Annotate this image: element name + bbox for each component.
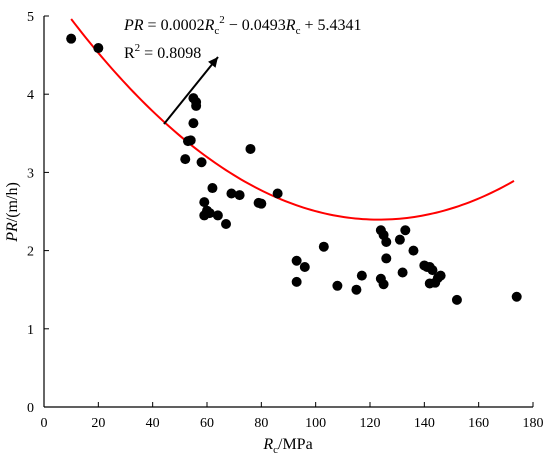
fit-curve [70, 18, 515, 221]
data-point [188, 118, 199, 129]
x-tick-label: 160 [468, 416, 489, 431]
axes [43, 16, 533, 408]
data-point [397, 267, 408, 278]
y-tick-label: 1 [27, 323, 34, 338]
data-point [272, 188, 283, 199]
x-ticks: 0 20 40 60 80 100 120 140 160 180 [41, 402, 544, 431]
r-squared-label: R2 = 0.8098 [124, 42, 201, 62]
data-point [408, 245, 419, 256]
x-axis-title: Rc/MPa [262, 436, 312, 456]
x-tick-label: 80 [254, 416, 268, 431]
data-point [332, 280, 343, 291]
y-tick-label: 3 [27, 166, 34, 181]
data-point [256, 198, 267, 209]
data-point [66, 33, 77, 44]
data-point [245, 143, 256, 154]
x-tick-label: 40 [146, 416, 160, 431]
data-point [191, 100, 202, 111]
data-point [427, 265, 438, 276]
data-point [356, 270, 367, 281]
x-tick-label: 140 [414, 416, 435, 431]
x-tick-label: 0 [41, 416, 48, 431]
x-tick-label: 180 [523, 416, 544, 431]
data-point [511, 291, 522, 302]
y-ticks: 0 1 2 3 4 5 [27, 10, 49, 416]
arrow-head [208, 57, 218, 68]
data-point [351, 284, 362, 295]
data-point [212, 210, 223, 221]
y-tick-label: 2 [27, 245, 34, 260]
x-tick-label: 20 [91, 416, 105, 431]
data-point [381, 236, 392, 247]
y-tick-label: 4 [27, 88, 34, 103]
regression-equation: PR = 0.0002Rc2 − 0.0493Rc + 5.4341 [123, 14, 361, 37]
data-point [221, 219, 232, 230]
data-point [93, 43, 104, 54]
arrow-shaft [163, 56, 219, 125]
x-tick-label: 100 [305, 416, 326, 431]
y-tick-label: 0 [27, 401, 34, 416]
data-point [207, 183, 218, 194]
data-point [196, 157, 207, 168]
data-point [226, 188, 237, 199]
data-point [435, 270, 446, 281]
annotation-arrow [163, 56, 219, 125]
data-point [234, 190, 245, 201]
data-point [291, 255, 302, 266]
data-point [378, 279, 389, 290]
data-point [381, 253, 392, 264]
data-point [394, 234, 405, 245]
x-tick-label: 60 [200, 416, 214, 431]
data-point [318, 241, 329, 252]
data-point [451, 294, 462, 305]
data-point [180, 154, 191, 165]
data-point [199, 197, 210, 208]
data-point [185, 135, 196, 146]
data-point [291, 276, 302, 287]
data-point [400, 225, 411, 236]
data-point [204, 208, 215, 219]
y-axis-title: PR/(m/h) [4, 182, 21, 243]
y-tick-label: 5 [27, 10, 34, 25]
x-tick-label: 120 [360, 416, 381, 431]
equation-annotation: PR = 0.0002Rc2 − 0.0493Rc + 5.4341 R2 = … [123, 14, 361, 125]
data-point [299, 262, 310, 273]
data-points [66, 33, 522, 305]
